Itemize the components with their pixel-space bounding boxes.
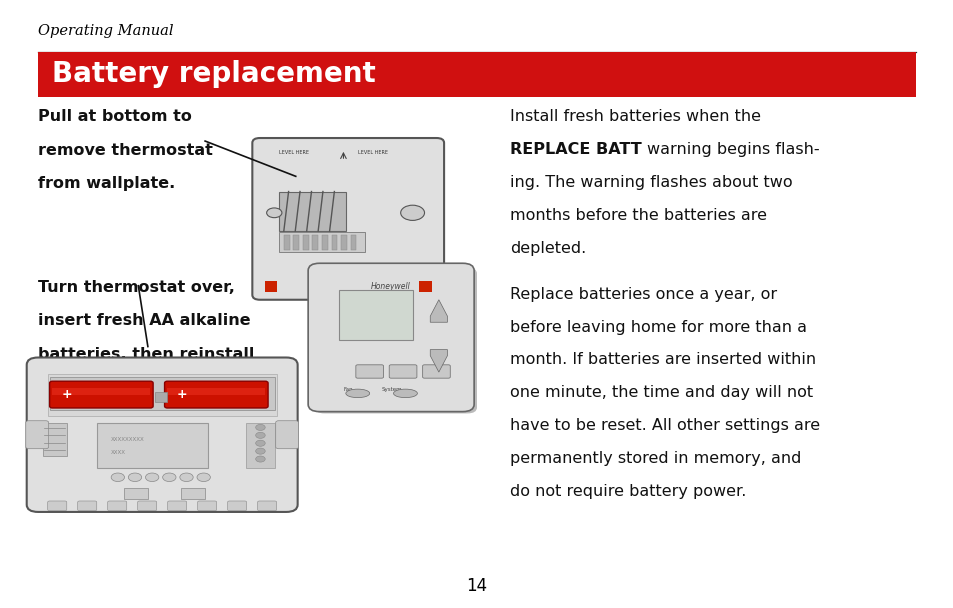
Circle shape <box>111 473 124 482</box>
FancyBboxPatch shape <box>324 285 372 292</box>
FancyBboxPatch shape <box>278 232 364 252</box>
Text: depleted.: depleted. <box>510 241 586 256</box>
FancyArrow shape <box>430 300 447 322</box>
Text: from wallplate.: from wallplate. <box>38 176 175 192</box>
Text: Pull at bottom to: Pull at bottom to <box>38 109 192 125</box>
FancyBboxPatch shape <box>422 365 450 378</box>
Circle shape <box>196 473 210 482</box>
FancyBboxPatch shape <box>165 381 268 408</box>
FancyBboxPatch shape <box>283 235 289 250</box>
Text: month. If batteries are inserted within: month. If batteries are inserted within <box>510 353 816 367</box>
Ellipse shape <box>345 389 369 398</box>
Circle shape <box>179 473 193 482</box>
Text: ing. The warning flashes about two: ing. The warning flashes about two <box>510 175 792 190</box>
Text: Battery replacement: Battery replacement <box>52 60 375 89</box>
Text: insert fresh AA alkaline: insert fresh AA alkaline <box>38 313 251 328</box>
FancyBboxPatch shape <box>197 501 216 511</box>
FancyBboxPatch shape <box>154 392 168 402</box>
FancyBboxPatch shape <box>294 235 298 250</box>
FancyBboxPatch shape <box>303 235 309 250</box>
FancyBboxPatch shape <box>168 388 265 395</box>
FancyBboxPatch shape <box>246 423 274 468</box>
Text: months before the batteries are: months before the batteries are <box>510 208 766 223</box>
Ellipse shape <box>393 389 416 398</box>
FancyBboxPatch shape <box>97 423 209 468</box>
Circle shape <box>145 473 158 482</box>
Circle shape <box>255 440 265 446</box>
Text: XXXXXXXXX: XXXXXXXXX <box>111 437 145 442</box>
Text: Operating Manual: Operating Manual <box>38 24 173 38</box>
Circle shape <box>266 208 281 218</box>
Circle shape <box>255 448 265 454</box>
FancyBboxPatch shape <box>168 501 187 511</box>
FancyBboxPatch shape <box>341 235 346 250</box>
FancyBboxPatch shape <box>52 388 151 395</box>
FancyBboxPatch shape <box>314 268 476 413</box>
FancyBboxPatch shape <box>228 501 247 511</box>
Text: batteries, then reinstall: batteries, then reinstall <box>38 347 254 362</box>
Circle shape <box>128 473 141 482</box>
Text: have to be reset. All other settings are: have to be reset. All other settings are <box>510 418 820 433</box>
FancyBboxPatch shape <box>351 235 356 250</box>
FancyArrow shape <box>430 350 447 372</box>
FancyBboxPatch shape <box>252 138 443 300</box>
FancyBboxPatch shape <box>331 235 336 250</box>
Text: Honeywell: Honeywell <box>371 282 411 291</box>
Circle shape <box>162 473 175 482</box>
Circle shape <box>255 432 265 438</box>
FancyBboxPatch shape <box>50 381 153 408</box>
FancyBboxPatch shape <box>137 501 156 511</box>
Text: remove thermostat: remove thermostat <box>38 143 213 158</box>
Text: REPLACE BATT: REPLACE BATT <box>510 142 641 157</box>
FancyBboxPatch shape <box>308 263 474 412</box>
FancyBboxPatch shape <box>27 358 297 512</box>
FancyBboxPatch shape <box>43 423 67 456</box>
FancyBboxPatch shape <box>181 488 205 499</box>
Text: warning begins flash-: warning begins flash- <box>646 142 819 157</box>
Text: +: + <box>62 388 72 401</box>
FancyBboxPatch shape <box>50 377 274 410</box>
FancyBboxPatch shape <box>419 281 431 292</box>
FancyBboxPatch shape <box>355 365 383 378</box>
FancyBboxPatch shape <box>313 235 318 250</box>
FancyBboxPatch shape <box>48 374 276 416</box>
Text: permanently stored in memory, and: permanently stored in memory, and <box>510 451 801 466</box>
FancyBboxPatch shape <box>38 52 915 97</box>
FancyBboxPatch shape <box>48 501 67 511</box>
FancyBboxPatch shape <box>321 235 328 250</box>
FancyBboxPatch shape <box>264 281 276 292</box>
Text: thermostat.: thermostat. <box>38 380 146 395</box>
Text: 14: 14 <box>466 576 487 595</box>
Text: Install fresh batteries when the: Install fresh batteries when the <box>510 109 760 125</box>
Text: System: System <box>381 387 402 392</box>
Text: before leaving home for more than a: before leaving home for more than a <box>510 320 806 334</box>
Ellipse shape <box>400 206 424 221</box>
FancyBboxPatch shape <box>108 501 127 511</box>
Text: Replace batteries once a year, or: Replace batteries once a year, or <box>510 287 777 302</box>
FancyBboxPatch shape <box>389 365 416 378</box>
Text: +: + <box>177 388 188 401</box>
Text: LEVEL HERE: LEVEL HERE <box>278 150 309 155</box>
Circle shape <box>255 456 265 462</box>
FancyBboxPatch shape <box>275 421 298 449</box>
FancyBboxPatch shape <box>278 192 345 231</box>
FancyBboxPatch shape <box>26 421 49 449</box>
Text: LEVEL HERE: LEVEL HERE <box>357 150 387 155</box>
FancyBboxPatch shape <box>124 488 148 499</box>
Text: Fan: Fan <box>343 387 353 392</box>
Circle shape <box>255 424 265 430</box>
FancyBboxPatch shape <box>257 501 276 511</box>
FancyBboxPatch shape <box>338 289 413 340</box>
FancyBboxPatch shape <box>77 501 96 511</box>
Text: Turn thermostat over,: Turn thermostat over, <box>38 280 234 295</box>
Text: one minute, the time and day will not: one minute, the time and day will not <box>510 385 813 400</box>
Text: XXXX: XXXX <box>111 451 126 455</box>
Text: do not require battery power.: do not require battery power. <box>510 484 746 499</box>
